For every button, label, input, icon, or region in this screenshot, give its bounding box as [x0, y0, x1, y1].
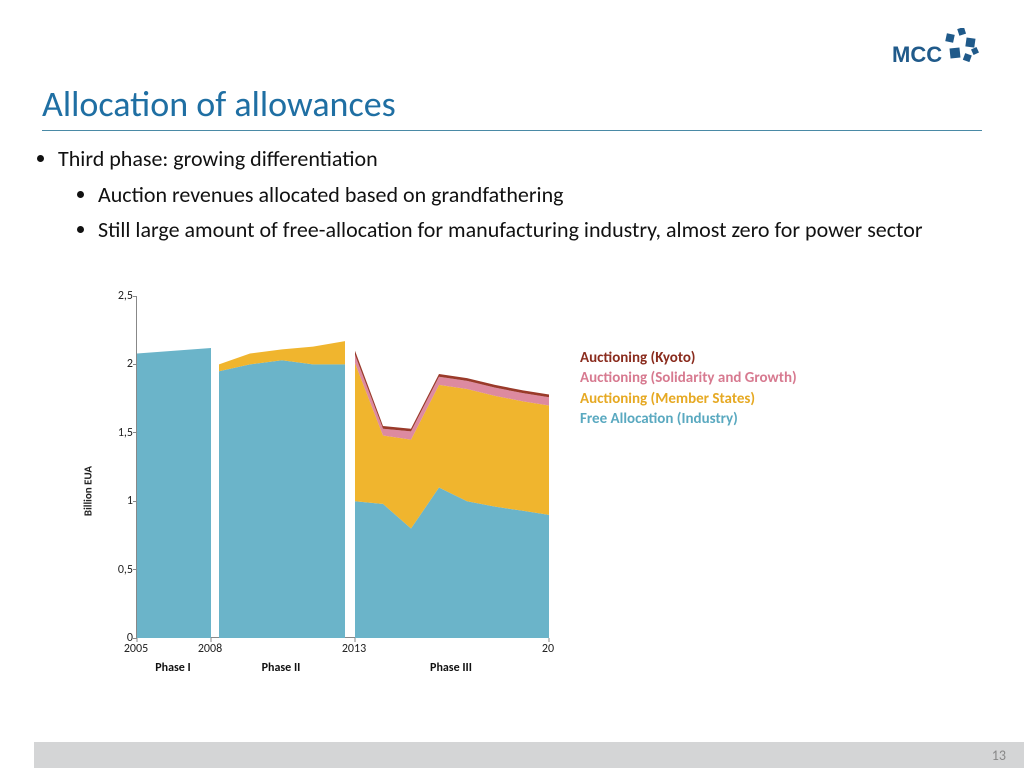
bullet-l2b: Still large amount of free-allocation fo… [98, 215, 970, 245]
legend-item-kyoto: Auctioning (Kyoto) [580, 348, 797, 368]
legend-item-member: Auctioning (Member States) [580, 389, 797, 409]
y-tick-label: 1,5 [103, 426, 133, 440]
x-tick-label: 20 [542, 642, 554, 656]
area-free [219, 360, 345, 638]
page-number: 13 [992, 747, 1006, 764]
plot-area: 00,511,522,5 [136, 296, 548, 638]
slide-title: Allocation of allowances [42, 82, 396, 126]
footer-bar [34, 742, 1024, 768]
x-tick-label: 2008 [198, 642, 222, 656]
y-axis-label: Billion EUA [82, 466, 95, 516]
chart-legend: Auctioning (Kyoto) Auctioning (Solidarit… [580, 348, 797, 429]
legend-item-free: Free Allocation (Industry) [580, 409, 797, 429]
phase-label: Phase II [262, 661, 301, 675]
x-tick-label: 2013 [342, 642, 366, 656]
x-tick-label: 2005 [124, 642, 148, 656]
y-tick-label: 0,5 [103, 563, 133, 577]
mcc-logo: MCC [892, 28, 982, 81]
bullet-l2a: Auction revenues allocated based on gran… [98, 180, 970, 210]
allocation-chart: Billion EUA 00,511,522,5 2005 2008 Phase I… [82, 296, 552, 686]
title-underline [42, 130, 982, 131]
phase-label: Phase III [430, 661, 472, 675]
area-free [137, 348, 211, 638]
y-tick-label: 1 [103, 494, 133, 508]
y-tick-label: 2,5 [103, 289, 133, 303]
bullet-list: Third phase: growing differentiation Auc… [30, 144, 970, 251]
logo-text-svg: MCC [892, 42, 942, 67]
bullet-l1: Third phase: growing differentiation [58, 144, 970, 174]
y-tick-label: 2 [103, 357, 133, 371]
phase-label: Phase I [155, 661, 191, 675]
legend-item-solidarity: Auctioning (Solidarity and Growth) [580, 368, 797, 388]
